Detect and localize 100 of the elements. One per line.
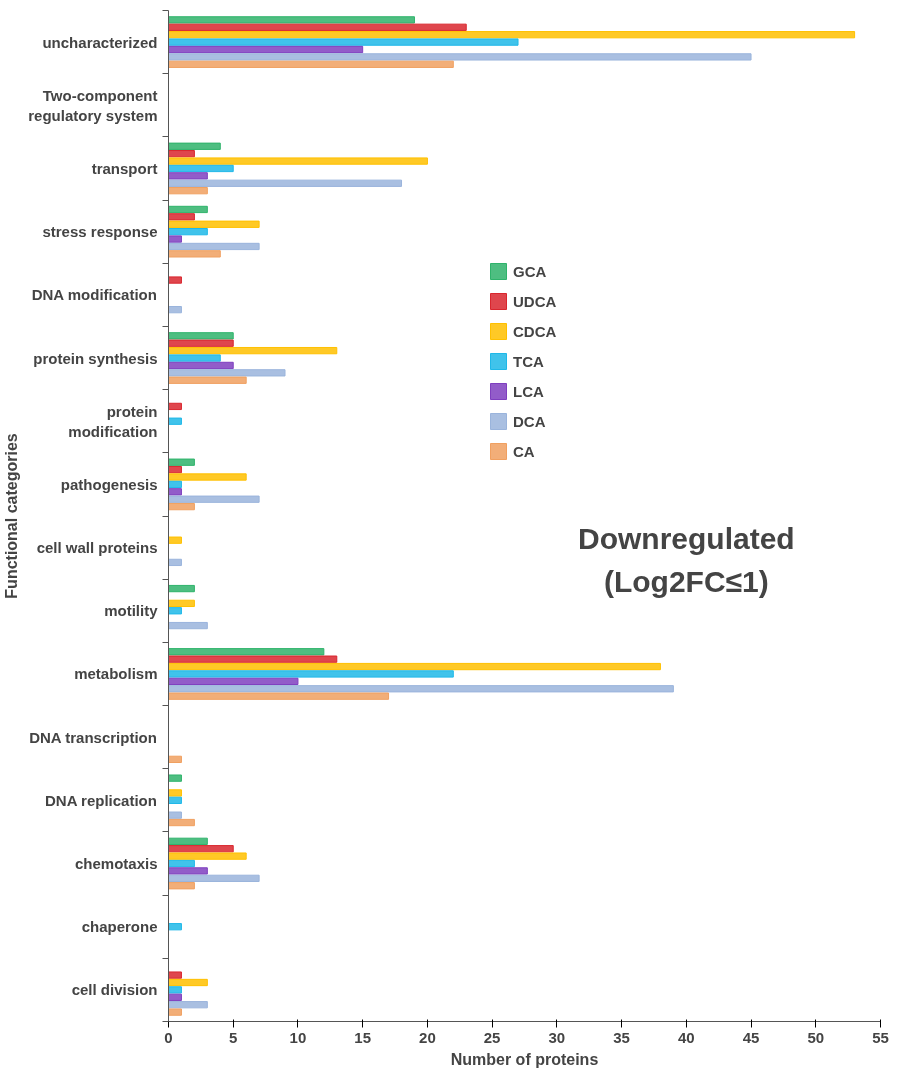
legend-label: DCA xyxy=(513,412,546,430)
bar xyxy=(168,845,234,853)
y-tick-label: cell wall proteins xyxy=(36,539,158,557)
bar xyxy=(168,774,182,782)
y-tick-label: pathogenesis xyxy=(60,475,158,493)
bar xyxy=(168,859,195,868)
bar xyxy=(168,402,182,411)
y-tick-label: DNA modification xyxy=(31,286,157,304)
bar xyxy=(168,655,338,663)
bar xyxy=(168,692,390,700)
bar xyxy=(168,621,208,630)
bar xyxy=(168,971,182,979)
annotation: Downregulated (Log2FC≤1) xyxy=(577,522,795,599)
legend-label: TCA xyxy=(513,352,544,370)
bar xyxy=(168,978,208,987)
bar xyxy=(168,465,182,474)
y-axis-title: Functional categories xyxy=(3,433,21,599)
bar xyxy=(168,376,247,384)
bar xyxy=(168,172,208,180)
y-tick-label: chaperone xyxy=(81,918,158,936)
x-tick-label: 0 xyxy=(164,1028,173,1046)
x-tick-label: 10 xyxy=(289,1028,307,1046)
x-tick-label: 25 xyxy=(483,1028,501,1046)
bar xyxy=(168,16,415,24)
bar xyxy=(168,339,234,347)
x-tick-label: 5 xyxy=(229,1028,238,1046)
bar xyxy=(168,648,325,656)
bar xyxy=(168,228,208,236)
bar xyxy=(168,38,519,46)
bar xyxy=(168,677,299,686)
bar xyxy=(168,986,182,994)
legend-label: GCA xyxy=(513,262,547,280)
bar xyxy=(168,607,182,615)
x-tick-label: 20 xyxy=(419,1028,436,1046)
bar xyxy=(168,164,234,173)
bar xyxy=(168,220,260,228)
bar xyxy=(168,473,247,481)
x-tick-label: 45 xyxy=(742,1028,760,1046)
bar xyxy=(168,662,661,671)
legend-label: UDCA xyxy=(513,292,557,310)
bar xyxy=(168,874,260,882)
legend-label: CDCA xyxy=(513,322,557,340)
bar xyxy=(168,306,182,314)
bar xyxy=(168,213,195,221)
bar xyxy=(168,150,195,158)
bar xyxy=(168,361,234,370)
bar xyxy=(168,354,221,362)
bar xyxy=(168,53,752,61)
bar xyxy=(168,558,182,567)
bar xyxy=(168,31,856,39)
bar xyxy=(168,45,364,54)
legend-label: CA xyxy=(513,442,535,460)
bar xyxy=(168,235,182,243)
bar xyxy=(168,276,182,284)
bar xyxy=(168,852,247,860)
bar xyxy=(168,1001,208,1009)
y-tick-label: Two-component regulatory system xyxy=(28,86,158,124)
bar xyxy=(168,332,234,340)
y-tick-label: stress response xyxy=(42,223,158,241)
bar xyxy=(168,502,195,511)
x-tick-label: 55 xyxy=(872,1028,889,1046)
x-tick-label: 15 xyxy=(354,1028,372,1046)
bar xyxy=(168,536,182,544)
y-tick-label: DNA replication xyxy=(44,791,157,809)
bar xyxy=(168,458,195,466)
x-tick-label: 50 xyxy=(807,1028,825,1046)
bar xyxy=(168,796,182,804)
bar xyxy=(168,685,674,693)
bar xyxy=(168,811,182,819)
bar xyxy=(168,789,182,797)
bar xyxy=(168,495,260,503)
bar xyxy=(168,205,208,214)
bar xyxy=(168,923,182,931)
bar xyxy=(168,157,428,165)
y-tick-label: protein synthesis xyxy=(33,349,158,367)
bar xyxy=(168,837,208,845)
x-tick-label: 35 xyxy=(613,1028,630,1046)
bar xyxy=(168,670,454,678)
bar xyxy=(168,755,182,764)
y-tick-label: cell division xyxy=(71,981,158,999)
bar xyxy=(168,346,338,355)
bar xyxy=(168,584,195,593)
bar xyxy=(168,1008,182,1016)
bar xyxy=(168,242,260,251)
bar xyxy=(168,867,208,875)
bar xyxy=(168,187,208,195)
y-tick-label: uncharacterized xyxy=(42,33,158,51)
y-tick-label: motility xyxy=(104,602,159,620)
bar xyxy=(168,818,195,827)
y-tick-label: transport xyxy=(91,159,158,177)
bar xyxy=(168,599,195,608)
bar xyxy=(168,417,182,425)
legend-label: LCA xyxy=(513,382,544,400)
bar xyxy=(168,993,182,1001)
bar xyxy=(168,250,221,258)
bar xyxy=(168,480,182,489)
bar xyxy=(168,369,286,377)
x-tick-label: 40 xyxy=(677,1028,695,1046)
y-tick-label: DNA transcription xyxy=(29,728,157,746)
bar xyxy=(168,882,195,890)
